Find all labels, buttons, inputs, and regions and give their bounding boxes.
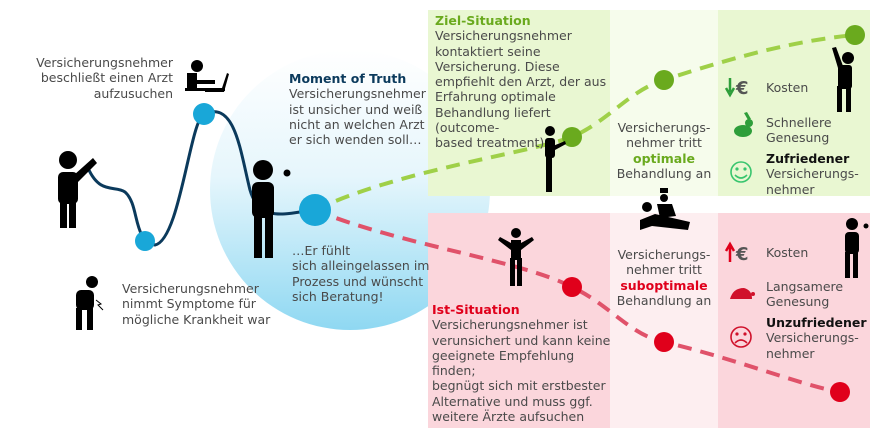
- smiley-happy-icon: [730, 161, 752, 183]
- ziel-title: Ziel-Situation: [435, 13, 531, 28]
- person-worried-icon: [845, 218, 869, 278]
- moment-text: Moment of Truth Versicherungsnehmer ist …: [289, 71, 426, 147]
- highlight-word: suboptimale: [620, 277, 708, 293]
- moment-title: Moment of Truth: [289, 71, 407, 86]
- text-line: …Er fühlt: [292, 243, 351, 258]
- text-line: mögliche Krankheit war: [122, 311, 271, 327]
- rabbit-icon: [734, 112, 753, 137]
- text-line: Genesung: [766, 294, 830, 310]
- text-line: aufzusuchen: [93, 85, 173, 101]
- text-line: Versicherungsnehmer: [435, 28, 572, 44]
- text-line: sich alleingelassen im: [292, 258, 430, 274]
- highlight-word: optimale: [632, 150, 696, 166]
- ist-panel-mid: [610, 213, 718, 428]
- ziel-dot-3: [845, 25, 865, 45]
- symptoms-text: Versicherungsnehmer nimmt Symptome für m…: [122, 281, 270, 327]
- text-line: Zufriedener: [766, 151, 850, 166]
- alone-text: …Er fühlt sich alleingelassen im Prozess…: [292, 243, 429, 304]
- text-line: Versicherung. Diese: [435, 58, 560, 74]
- snail-icon: [730, 288, 755, 299]
- journey-dot-decide: [193, 103, 215, 125]
- decide-text: Versicherungsnehmer beschließt einen Arz…: [36, 55, 173, 101]
- ist-genesung: Langsamere Genesung: [766, 279, 843, 310]
- doctor-patient-icon: [640, 188, 690, 230]
- text-line: nimmt Symptome für: [122, 296, 256, 312]
- ist-path: [314, 208, 841, 394]
- ist-text: Ist-Situation Versicherungsnehmer ist ve…: [432, 302, 610, 424]
- person-shrug-icon: [498, 228, 534, 286]
- text-line: Versicherungs-: [617, 247, 711, 262]
- text-line: verunsichert und kann keine: [432, 332, 611, 348]
- text-line: (outcome-: [435, 120, 500, 136]
- ziel-kosten: Kosten: [766, 80, 809, 95]
- ziel-zufrieden: Zufriedener Versicherungs- nehmer: [766, 151, 859, 197]
- text-line: weitere Ärzte aufsuchen: [432, 409, 585, 425]
- text-line: Erfahrung optimale: [435, 89, 556, 105]
- text-line: Versicherungs-: [766, 330, 859, 346]
- svg-text:€: €: [735, 78, 749, 99]
- ziel-panel-mid: [610, 10, 718, 196]
- text-line: Langsamere: [766, 279, 844, 294]
- text-line: Versicherungsnehmer: [289, 86, 426, 102]
- text-line: Prozess und wünscht: [292, 273, 424, 289]
- text-line: Versicherungsnehmer: [36, 55, 173, 70]
- text-line: nicht an welchen Arzt: [289, 116, 425, 132]
- euro-down-icon: €: [724, 78, 749, 99]
- person-pain-icon: [76, 276, 104, 330]
- person-phone-icon: [545, 126, 566, 192]
- text-line: Behandlung an: [616, 165, 712, 181]
- text-line: based treatment): [435, 135, 545, 151]
- text-line: begnügt sich mit erstbester: [432, 378, 606, 394]
- person-laptop-icon: [185, 60, 229, 92]
- text-line: nehmer: [766, 345, 815, 361]
- ist-dot-2: [654, 332, 674, 352]
- text-line: empfiehlt den Arzt, der aus: [435, 74, 607, 90]
- moment-circle: [210, 50, 490, 330]
- person-pointing-icon: [58, 151, 97, 228]
- text-line: geeignete Empfehlung: [432, 347, 575, 363]
- ist-zufrieden: Unzufriedener Versicherungs- nehmer: [766, 315, 867, 361]
- text-line: sich Beratung!: [292, 288, 384, 304]
- smiley-sad-icon: [730, 326, 752, 348]
- text-line: er sich wenden soll…: [289, 132, 422, 148]
- person-cheering-icon: [832, 47, 854, 112]
- journey-dot-moment: [299, 194, 331, 226]
- ziel-path: [314, 33, 856, 212]
- text-line: Versicherungsnehmer ist: [432, 317, 588, 333]
- text-line: Versicherungs-: [617, 120, 711, 135]
- euro-up-icon: €: [724, 241, 749, 265]
- ist-dot-3: [830, 382, 850, 402]
- text-line: Unzufriedener: [766, 315, 867, 330]
- person-thinking-icon: [252, 160, 291, 258]
- ziel-panel-right: [718, 10, 870, 196]
- text-line: nehmer tritt: [626, 135, 702, 151]
- text-line: kontaktiert seine: [435, 43, 541, 59]
- text-line: Versicherungs-: [766, 166, 859, 182]
- ziel-dot-2: [654, 70, 674, 90]
- text-line: finden;: [432, 363, 476, 379]
- ist-mid-text: Versicherungs- nehmer tritt suboptimale …: [610, 247, 718, 308]
- text-line: nehmer: [766, 181, 815, 197]
- ist-title: Ist-Situation: [432, 302, 520, 317]
- text-line: beschließt einen Arzt: [40, 70, 173, 86]
- ist-dot-1: [562, 277, 582, 297]
- text-line: Genesung: [766, 130, 830, 146]
- svg-text:€: €: [735, 244, 749, 265]
- ist-kosten: Kosten: [766, 245, 809, 260]
- text-line: Behandlung an: [616, 292, 712, 308]
- ziel-dot-1: [562, 127, 582, 147]
- ziel-mid-text: Versicherungs- nehmer tritt optimale Beh…: [610, 120, 718, 181]
- text-line: Schnellere: [766, 115, 832, 130]
- text-line: Versicherungsnehmer: [122, 281, 259, 296]
- text-line: ist unsicher und weiß: [289, 101, 423, 117]
- text-line: Alternative und muss ggf.: [432, 393, 593, 409]
- text-line: nehmer tritt: [626, 262, 702, 278]
- journey-dot-symptoms: [135, 231, 155, 251]
- ziel-text: Ziel-Situation Versicherungsnehmer konta…: [435, 13, 606, 151]
- text-line: Behandlung liefert: [435, 104, 551, 120]
- ziel-genesung: Schnellere Genesung: [766, 115, 832, 146]
